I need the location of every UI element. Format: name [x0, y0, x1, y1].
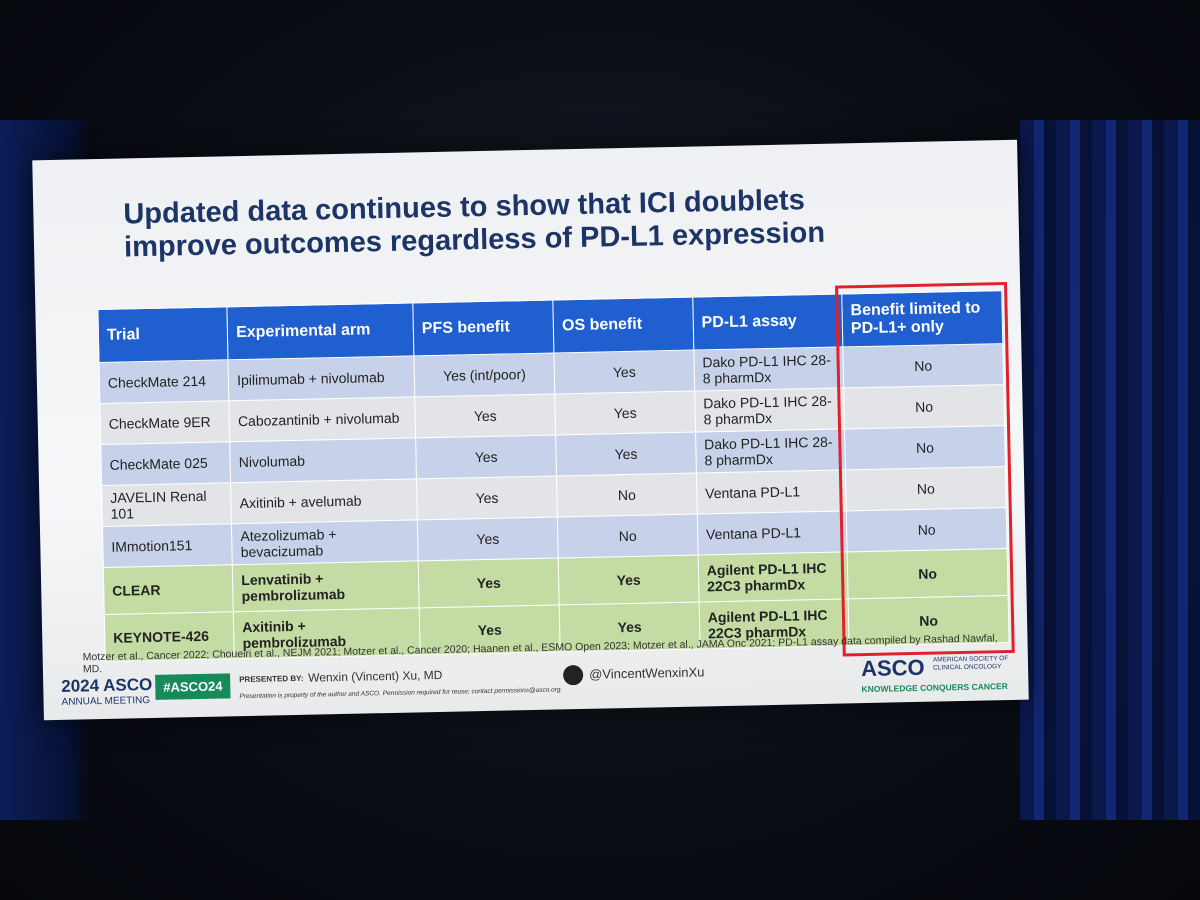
column-header: Experimental arm [227, 302, 414, 360]
table-cell: Ipilimumab + nivolumab [228, 355, 415, 401]
table-cell: Yes [555, 432, 697, 476]
handle: @VincentWenxinXu [588, 664, 705, 682]
meeting-year: 2024 ASCO [61, 674, 153, 696]
society: AMERICAN SOCIETY OF CLINICAL ONCOLOGY [932, 655, 1009, 672]
highlight-box [835, 281, 1015, 657]
table-cell: CheckMate 025 [100, 441, 231, 486]
column-header: PFS benefit [412, 299, 555, 356]
column-header: Trial [97, 306, 229, 363]
table-cell: No [557, 514, 698, 558]
table-cell: JAVELIN Renal 101 [101, 482, 232, 527]
table-cell: Yes [417, 516, 559, 561]
table-cell: Yes [554, 350, 695, 394]
table-cell: Yes [416, 475, 558, 520]
table-cell: Dako PD-L1 IHC 28-8 pharmDx [695, 428, 846, 474]
table-cell: CheckMate 9ER [99, 400, 230, 445]
table-cell: Axitinib + avelumab [230, 478, 418, 524]
table-cell: Lenvatinib + pembrolizumab [232, 560, 420, 612]
table-cell: Agilent PD-L1 IHC 22C3 pharmDx [697, 551, 849, 603]
table-cell: IMmotion151 [102, 523, 233, 568]
table-cell: Cabozantinib + nivolumab [229, 396, 416, 442]
presented-by-label: PRESENTED BY: [239, 673, 304, 685]
table-cell: Yes (int/poor) [413, 352, 555, 397]
table-cell: Yes [554, 391, 696, 435]
curtain [1020, 120, 1200, 820]
table-cell: Yes [414, 393, 556, 438]
logo: ASCO [860, 654, 925, 682]
table-cell: Dako PD-L1 IHC 28-8 pharmDx [693, 346, 844, 392]
disclaimer: Presentation is property of the author a… [239, 686, 563, 701]
slide-title: Updated data continues to show that ICI … [123, 184, 826, 264]
table-cell: Atezolizumab + bevacizumab [231, 519, 419, 565]
presenter: Wenxin (Vincent) Xu, MD [307, 667, 443, 685]
table-cell: CLEAR [103, 564, 234, 615]
slide: Updated data continues to show that ICI … [32, 139, 1029, 721]
table-cell: Ventana PD-L1 [696, 469, 847, 515]
hashtag: #ASCO24 [155, 673, 231, 700]
table-cell: Nivolumab [229, 437, 417, 483]
table-cell: Yes [558, 555, 699, 605]
column-header: OS benefit [553, 297, 694, 353]
table-cell: Yes [415, 434, 557, 479]
x-icon [562, 664, 584, 686]
table-cell: No [556, 473, 698, 517]
column-header: PD-L1 assay [692, 293, 843, 351]
meeting-name: ANNUAL MEETING [61, 695, 151, 708]
table-cell: Dako PD-L1 IHC 28-8 pharmDx [694, 387, 845, 433]
table-cell: Ventana PD-L1 [697, 510, 848, 556]
table-cell: CheckMate 214 [98, 359, 230, 404]
table-cell: Yes [418, 557, 560, 608]
tagline: KNOWLEDGE CONQUERS CANCER [861, 681, 1008, 695]
